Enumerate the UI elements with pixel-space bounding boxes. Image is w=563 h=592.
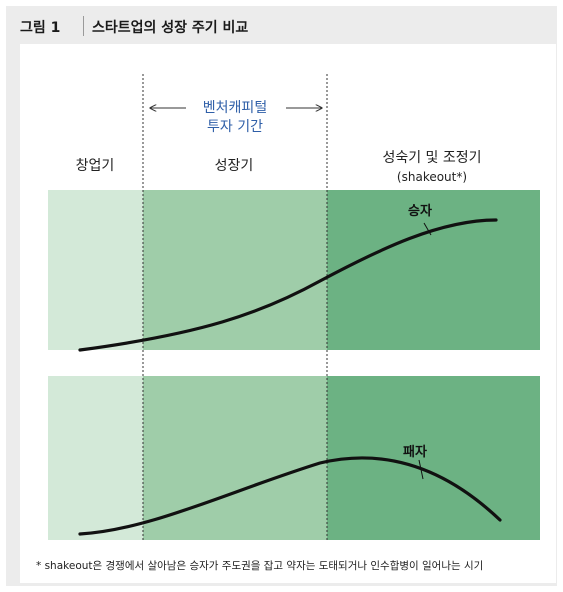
loser-curve bbox=[78, 456, 502, 536]
footnote: * shakeout은 경쟁에서 살아남은 승자가 주도권을 잡고 약자는 도태… bbox=[36, 559, 483, 572]
figure-frame: 그림 1 스타트업의 성장 주기 비교 벤처캐피털 투자 bbox=[6, 6, 557, 586]
top-band-maturity bbox=[327, 190, 540, 350]
title-divider bbox=[83, 16, 84, 36]
winner-leader-line bbox=[423, 222, 432, 236]
phase-label-shakeout: (shakeout*) bbox=[397, 170, 467, 184]
phase-label-growth: 성장기 bbox=[215, 158, 254, 174]
diagram-panel: 벤처캐피털 투자 기간 창업기 성장기 성숙기 및 조정기 (shakeout*… bbox=[20, 44, 556, 583]
winner-curve bbox=[78, 218, 498, 352]
loser-label: 패자 bbox=[403, 445, 427, 460]
bottom-band-startup bbox=[48, 376, 143, 540]
phase-label-startup: 창업기 bbox=[76, 158, 115, 174]
vc-label-line2: 투자 기간 bbox=[207, 119, 263, 135]
phase-label-maturity: 성숙기 및 조정기 bbox=[382, 150, 481, 166]
vc-label-line1: 벤처캐피털 bbox=[203, 100, 267, 116]
top-band-startup bbox=[48, 190, 143, 350]
figure-title: 스타트업의 성장 주기 비교 bbox=[92, 20, 249, 36]
figure-label: 그림 1 bbox=[20, 20, 61, 36]
loser-leader-line bbox=[418, 459, 424, 480]
growth-cycle-diagram: 벤처캐피털 투자 기간 창업기 성장기 성숙기 및 조정기 (shakeout*… bbox=[36, 74, 540, 572]
winner-label: 승자 bbox=[408, 204, 432, 219]
top-band-growth bbox=[143, 190, 327, 350]
